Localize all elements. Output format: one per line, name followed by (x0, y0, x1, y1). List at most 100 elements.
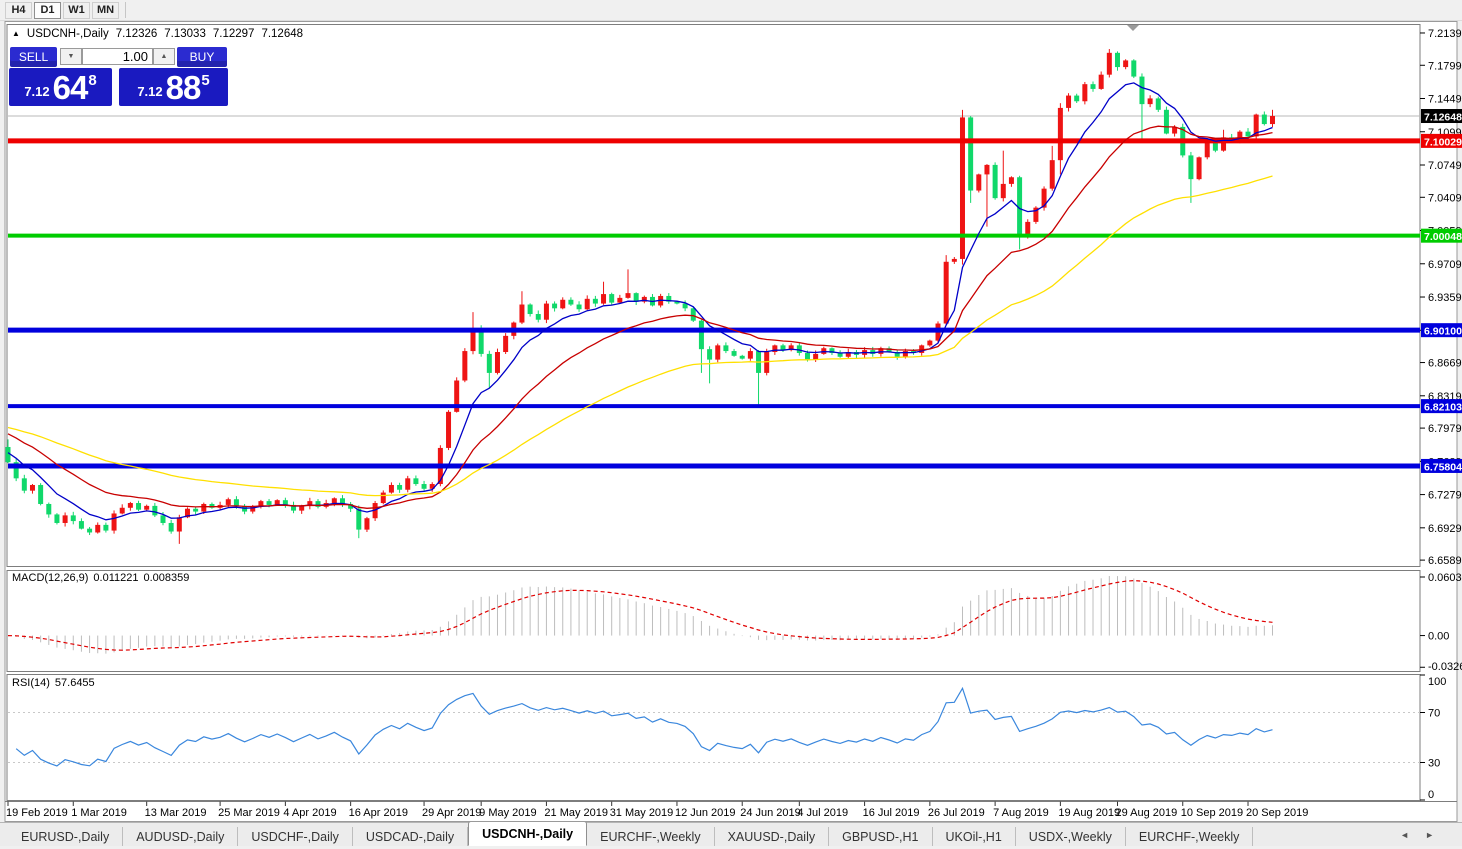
timeframe-h4[interactable]: H4 (5, 1, 32, 19)
date-tick-label: 29 Apr 2019 (422, 807, 481, 819)
price-tick-label: 6.72790 (1428, 490, 1462, 502)
tab-xauusd-daily[interactable]: XAUUSD-,Daily (715, 827, 830, 846)
buy-price-button[interactable]: 7.12 88 5 (119, 68, 228, 106)
ma-fast-line (7, 82, 1273, 521)
rsi-pane-border (6, 674, 1421, 801)
rsi-name: RSI(14) (12, 677, 50, 689)
level-price-box (1421, 399, 1462, 414)
price-tick-label: 6.65890 (1428, 555, 1462, 567)
macd-tick-label: 0.00 (1428, 631, 1449, 643)
tab-usdcnh-daily[interactable]: USDCNH-,Daily (468, 821, 588, 846)
tab-audusd-daily[interactable]: AUDUSD-,Daily (123, 827, 239, 846)
tab-scroll-right-icon[interactable]: ► (1425, 829, 1434, 840)
sell-price-button[interactable]: 7.12 64 8 (9, 68, 112, 106)
date-tick-label: 4 Jul 2019 (797, 807, 848, 819)
macd-label: MACD(12,26,9) 0.011221 0.008359 (12, 572, 189, 584)
chart-title: ▲ USDCNH-,Daily 7.12326 7.13033 7.12297 … (12, 28, 303, 40)
date-tick-label: 31 May 2019 (610, 807, 674, 819)
ohlc-open: 7.12326 (115, 28, 158, 40)
date-tick-label: 4 Apr 2019 (283, 807, 336, 819)
price-tick-label: 6.86690 (1428, 358, 1462, 370)
date-tick-label: 12 Jun 2019 (675, 807, 736, 819)
date-tick-label: 19 Aug 2019 (1058, 807, 1120, 819)
chart-window-frame (4, 21, 1458, 822)
volume-decrease-icon[interactable]: ▼ (60, 48, 82, 65)
price-tick-label: 7.04090 (1428, 192, 1462, 204)
level-price-box (1421, 228, 1462, 243)
tab-eurchf-weekly[interactable]: EURCHF-,Weekly (1126, 827, 1254, 846)
toolbar-separator (125, 2, 126, 18)
date-tick-label: 24 Jun 2019 (740, 807, 801, 819)
date-tick-label: 19 Feb 2019 (6, 807, 68, 819)
buy-price-main: 88 (165, 69, 202, 106)
timeframe-mn[interactable]: MN (92, 1, 119, 19)
rsi-line (15, 686, 1273, 767)
date-tick-label: 21 May 2019 (544, 807, 608, 819)
buy-price-prefix: 7.12 (137, 84, 163, 99)
macd-main-value: 0.011221 (93, 572, 139, 584)
price-tick-label: 6.93590 (1428, 292, 1462, 304)
tab-eurchf-weekly[interactable]: EURCHF-,Weekly (587, 827, 715, 846)
sell-price-prefix: 7.12 (24, 84, 50, 99)
sell-price-pip: 8 (88, 72, 97, 89)
macd-name: MACD(12,26,9) (12, 572, 89, 584)
level-price-box-label: 6.82103 (1424, 402, 1462, 414)
price-tick-label: 7.07490 (1428, 160, 1462, 172)
tab-usdx-weekly[interactable]: USDX-,Weekly (1016, 827, 1126, 846)
volume-input[interactable] (82, 48, 153, 65)
date-tick-label: 20 Sep 2019 (1246, 807, 1308, 819)
chart-canvas[interactable]: 7.213907.179907.144907.109907.074907.040… (0, 21, 1462, 822)
rsi-tick-label: 100 (1428, 676, 1446, 688)
timeframe-d1[interactable]: D1 (34, 1, 61, 19)
ma-slow-line (7, 175, 1273, 497)
level-price-box (1421, 323, 1462, 338)
rsi-tick-label: 70 (1428, 708, 1440, 720)
tab-scroll-arrows: ◄ ► (1400, 823, 1434, 846)
date-tick-label: 13 Mar 2019 (145, 807, 207, 819)
volume-increase-icon[interactable]: ▲ (153, 48, 175, 65)
macd-tick-label: 0.060317 (1428, 572, 1462, 584)
date-tick-label: 10 Sep 2019 (1181, 807, 1243, 819)
rsi-tick-label: 30 (1428, 758, 1440, 770)
tab-usdcad-daily[interactable]: USDCAD-,Daily (353, 827, 469, 846)
level-price-box (1421, 133, 1462, 148)
level-price-box-label: 7.10029 (1424, 136, 1462, 148)
tab-gbpusd-h1[interactable]: GBPUSD-,H1 (829, 827, 933, 846)
level-price-box-label: 6.90100 (1424, 326, 1462, 338)
tab-eurusd-daily[interactable]: EURUSD-,Daily (8, 827, 124, 846)
tab-ukoil-h1[interactable]: UKOil-,H1 (933, 827, 1016, 846)
date-tick-label: 29 Aug 2019 (1115, 807, 1177, 819)
rsi-value: 57.6455 (54, 677, 95, 689)
level-price-box-label: 6.75804 (1424, 461, 1462, 473)
ohlc-close: 7.12648 (261, 28, 304, 40)
macd-signal-value: 0.008359 (143, 572, 190, 584)
price-tick-label: 6.69290 (1428, 523, 1462, 535)
rsi-tick-label: 0 (1428, 789, 1434, 801)
chart-symbol-label: USDCNH-,Daily (26, 28, 109, 40)
main-pane-border (6, 24, 1421, 567)
date-tick-label: 1 Mar 2019 (71, 807, 127, 819)
price-tick-label: 7.14490 (1428, 94, 1462, 106)
macd-tick-label: -0.032648 (1428, 661, 1462, 673)
sell-button[interactable]: SELL (10, 47, 57, 67)
price-tick-label: 7.17990 (1428, 60, 1462, 72)
price-tick-label: 7.21390 (1428, 28, 1462, 40)
chart-shift-marker-icon[interactable] (1127, 25, 1139, 31)
sell-price-main: 64 (52, 69, 89, 106)
level-price-box-label: 7.00048 (1424, 231, 1462, 243)
buy-price-pip: 5 (201, 72, 210, 89)
buy-button[interactable]: BUY (177, 47, 227, 67)
collapse-panel-icon[interactable]: ▲ (12, 28, 20, 38)
price-tick-label: 6.97090 (1428, 259, 1462, 271)
macd-pane-border (6, 570, 1421, 672)
current-price-box-label: 7.12648 (1424, 112, 1462, 124)
date-tick-label: 16 Jul 2019 (863, 807, 920, 819)
tab-usdchf-daily[interactable]: USDCHF-,Daily (238, 827, 353, 846)
date-tick-label: 26 Jul 2019 (928, 807, 985, 819)
one-click-trading-panel: SELL ▼ ▲ BUY 7.12 64 8 7.12 88 5 (9, 47, 228, 107)
timeframe-w1[interactable]: W1 (63, 1, 90, 19)
date-tick-label: 9 May 2019 (479, 807, 536, 819)
timeframe-toolbar: H4 D1 W1 MN (0, 0, 1462, 21)
tab-scroll-left-icon[interactable]: ◄ (1400, 829, 1410, 840)
